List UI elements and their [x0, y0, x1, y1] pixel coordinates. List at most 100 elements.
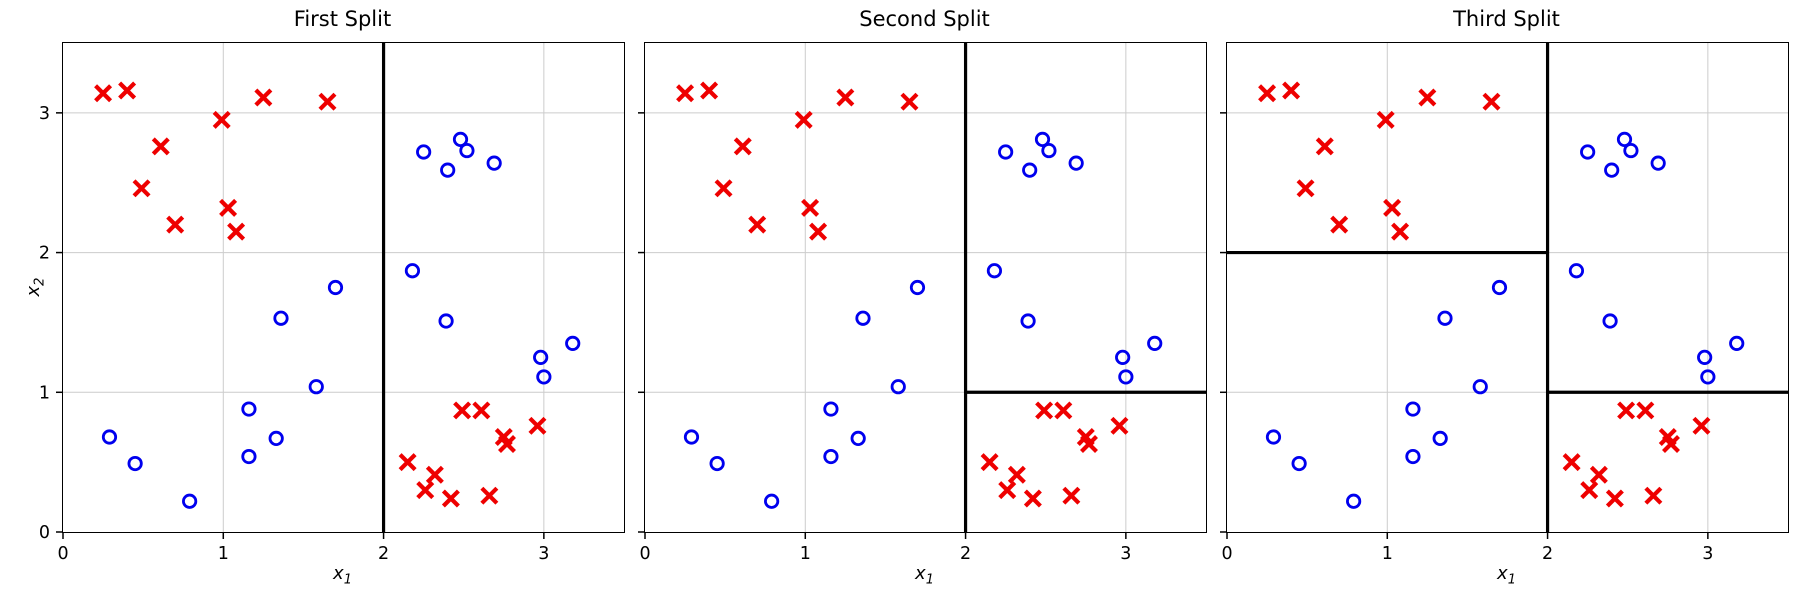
data-point-x — [1296, 179, 1315, 198]
data-point-o — [416, 144, 432, 160]
data-point-x — [480, 486, 499, 505]
data-point-o — [1022, 162, 1038, 178]
data-point-o — [1568, 263, 1585, 279]
data-point-o — [459, 142, 475, 159]
data-point-o — [241, 401, 257, 417]
data-point-x — [528, 416, 547, 435]
data-point-o — [683, 429, 700, 445]
x-tick-label: 3 — [1120, 544, 1131, 564]
x-axis-label-var: x — [915, 563, 926, 584]
data-point-o — [1650, 155, 1666, 171]
data-point-x — [1035, 401, 1054, 420]
data-point-x — [1662, 434, 1680, 453]
data-point-o — [438, 313, 454, 329]
data-point-x — [1692, 416, 1711, 435]
data-point-x — [1007, 465, 1026, 484]
data-point-x — [1562, 453, 1581, 472]
x-axis-label-var: x — [333, 563, 344, 584]
data-point-x — [227, 222, 246, 241]
data-point-o — [452, 131, 469, 148]
data-point-o — [1604, 162, 1620, 178]
data-point-o — [823, 448, 839, 465]
data-point-x — [166, 215, 185, 234]
data-point-o — [1700, 369, 1716, 385]
x-tick-label: 2 — [960, 544, 971, 564]
data-point-o — [1432, 430, 1448, 446]
data-point-x — [498, 434, 516, 453]
y-axis-label: x2 — [23, 257, 49, 317]
data-point-o — [986, 263, 1003, 279]
y-tick-label: 3 — [39, 104, 50, 124]
chart-canvas: 0 1 2 3 — [1220, 43, 1788, 564]
data-point-x — [425, 465, 444, 484]
data-point-x — [801, 198, 820, 217]
data-point-x — [416, 481, 435, 500]
data-point-x — [733, 137, 752, 156]
data-point-x — [441, 489, 460, 508]
data-point-x — [1330, 215, 1349, 234]
chart-title: Third Split — [1453, 7, 1560, 31]
data-point-x — [900, 92, 919, 111]
data-point-o — [709, 455, 725, 472]
data-point-o — [1616, 131, 1633, 148]
data-point-x — [212, 110, 231, 129]
data-point-o — [268, 430, 284, 446]
data-point-x — [1580, 481, 1599, 500]
data-point-o — [536, 369, 552, 385]
data-point-o — [1034, 131, 1051, 148]
data-point-o — [1041, 142, 1057, 159]
data-point-x — [1383, 198, 1402, 217]
chart-canvas: 0 1 2 3 — [638, 43, 1206, 564]
data-point-o — [764, 493, 780, 509]
data-point-x — [1605, 489, 1624, 508]
data-point-o — [850, 430, 866, 446]
data-point-o — [1265, 429, 1282, 445]
data-point-o — [486, 155, 502, 171]
data-point-o — [101, 429, 118, 445]
x-tick-label: 1 — [1382, 544, 1393, 564]
data-point-o — [1291, 455, 1307, 472]
data-point-o — [127, 455, 143, 472]
data-point-o — [1405, 401, 1421, 417]
data-point-x — [132, 179, 151, 198]
data-point-o — [1697, 349, 1713, 365]
data-point-o — [1147, 335, 1163, 351]
y-axis-label-var: x — [23, 285, 44, 297]
x-axis-label: x1 — [1226, 563, 1787, 588]
plot-area: 0 1 2 3 — [1220, 42, 1789, 564]
data-point-o — [855, 310, 871, 326]
x-tick-label: 2 — [378, 544, 389, 564]
data-point-x — [1315, 137, 1334, 156]
data-point-x — [219, 198, 238, 217]
data-point-o — [241, 448, 257, 465]
x-tick-label: 1 — [800, 544, 811, 564]
data-point-x — [1110, 416, 1129, 435]
data-point-x — [453, 401, 472, 420]
data-point-o — [1068, 155, 1084, 171]
data-point-o — [565, 335, 581, 351]
data-point-o — [1118, 369, 1134, 385]
chart-canvas: 0 1 2 3 0 1 2 3 — [39, 43, 624, 564]
data-point-x — [1023, 489, 1042, 508]
data-point-x — [1418, 88, 1437, 107]
data-point-x — [118, 81, 137, 100]
y-tick-label: 0 — [39, 523, 50, 543]
data-point-o — [404, 263, 421, 279]
data-point-o — [327, 279, 344, 296]
data-point-o — [890, 379, 906, 395]
data-point-x — [1258, 84, 1277, 103]
data-point-x — [1617, 401, 1636, 420]
data-point-x — [809, 222, 828, 241]
data-point-x — [748, 215, 767, 234]
data-point-o — [1405, 448, 1421, 465]
data-point-x — [1589, 465, 1608, 484]
chart-title: Second Split — [859, 7, 990, 31]
x-tick-label: 2 — [1542, 544, 1553, 564]
data-point-x — [254, 88, 273, 107]
data-point-o — [998, 144, 1014, 160]
data-point-x — [1282, 81, 1301, 100]
